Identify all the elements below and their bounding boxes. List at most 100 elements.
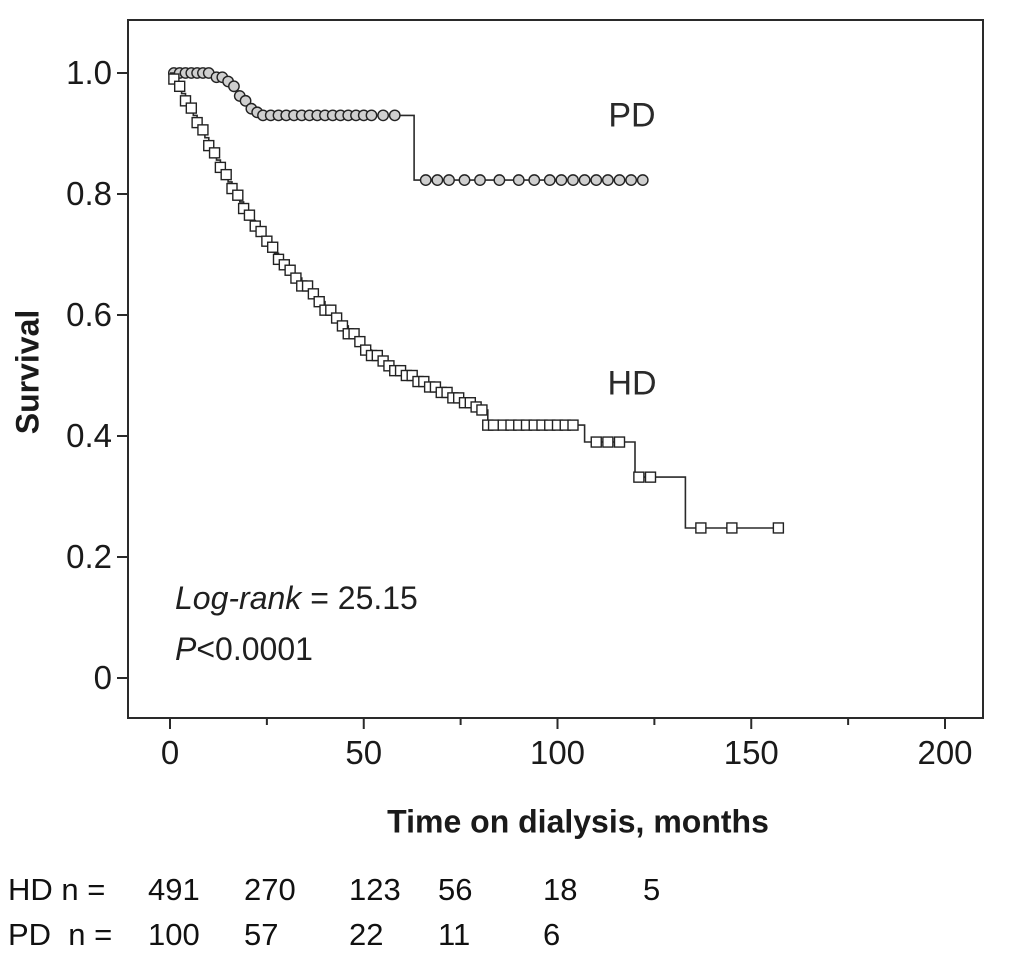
censor-mark-square-hd — [179, 95, 192, 107]
risk-row-label-pd: PD n = — [8, 917, 113, 952]
censor-mark-square-hd — [185, 102, 198, 114]
censor-mark-circle-pd — [443, 174, 455, 186]
risk-count: 100 — [148, 917, 200, 952]
x-tick-label: 150 — [724, 734, 779, 771]
censor-mark-square-hd — [307, 288, 320, 300]
censor-mark-square-hd — [325, 304, 337, 316]
survival-chart: 0 50 100 150 200 0 0.2 0.4 0.6 0.8 1.0 — [66, 19, 984, 771]
risk-count: 56 — [438, 872, 473, 907]
censor-mark-square-hd — [255, 225, 267, 238]
censor-mark-square-hd — [226, 182, 238, 195]
risk-count: 270 — [244, 872, 296, 907]
censor-mark-square-hd — [203, 139, 215, 152]
censor-mark-circle-pd — [388, 109, 401, 122]
censor-mark-square-hd — [695, 522, 707, 534]
censor-mark-square-hd — [772, 522, 785, 534]
risk-count: 6 — [543, 917, 561, 952]
pvalue-annotation: P<0.0001 — [175, 631, 313, 668]
x-tick-label: 100 — [530, 734, 585, 771]
censor-mark-circle-pd — [590, 174, 603, 186]
censor-mark-square-hd — [602, 436, 614, 448]
x-tick-label: 0 — [161, 734, 179, 771]
censor-mark-square-hd — [191, 116, 203, 129]
y-axis-label: Survival — [9, 309, 46, 435]
logrank-annotation-italic: Log-rank — [175, 580, 302, 616]
y-tick-label: 0.6 — [66, 296, 112, 333]
x-tick-label: 200 — [917, 734, 972, 771]
y-tick-label: 0.4 — [66, 417, 112, 454]
censor-mark-square-hd — [237, 202, 250, 215]
censor-mark-square-hd — [284, 264, 296, 276]
plot-frame — [127, 19, 984, 719]
risk-row-label-hd: HD n = — [8, 872, 106, 907]
censor-mark-circle-pd — [458, 174, 471, 186]
censor-mark-square-hd — [214, 161, 227, 174]
censor-mark-square-hd — [290, 272, 302, 284]
censor-mark-square-hd — [348, 328, 360, 340]
censor-mark-square-hd — [590, 436, 602, 448]
censor-mark-circle-pd — [613, 174, 626, 186]
risk-count: 491 — [148, 872, 200, 907]
risk-count: 11 — [438, 917, 471, 952]
censor-mark-circle-pd — [512, 174, 525, 186]
censor-mark-square-hd — [208, 147, 221, 159]
y-tick-label: 0 — [94, 659, 112, 696]
risk-count: 5 — [643, 872, 661, 907]
risk-table-row-hd: HD n = 491 270 123 56 18 5 — [0, 872, 1011, 912]
censor-mark-circle-pd — [239, 94, 252, 107]
logrank-annotation-value: = 25.15 — [301, 580, 418, 616]
censor-mark-square-hd — [313, 295, 325, 308]
censor-mark-circle-pd — [431, 174, 444, 186]
series-label-hd: HD — [607, 364, 657, 403]
censor-mark-square-hd — [266, 241, 279, 253]
censor-mark-square-hd — [173, 80, 186, 93]
censor-mark-square-hd — [354, 335, 366, 348]
censor-mark-square-hd — [406, 369, 418, 382]
km-curve-pd — [170, 72, 643, 181]
censor-mark-square-hd — [613, 436, 626, 448]
censor-mark-square-hd — [726, 522, 738, 534]
censor-mark-square-hd — [261, 235, 273, 247]
y-tick-label: 1.0 — [66, 54, 112, 91]
censor-mark-circle-pd — [625, 174, 638, 186]
pvalue-annotation-value: <0.0001 — [196, 631, 313, 667]
y-tick-label: 0.8 — [66, 175, 112, 212]
censor-mark-square-hd — [567, 419, 579, 431]
censor-mark-square-hd — [633, 471, 645, 483]
censor-mark-circle-pd — [419, 174, 432, 186]
x-axis-label: Time on dialysis, months — [387, 803, 769, 840]
censor-mark-circle-pd — [377, 109, 390, 122]
censor-mark-square-hd — [476, 404, 488, 416]
censor-mark-circle-pd — [493, 174, 506, 186]
censor-mark-square-hd — [336, 320, 349, 332]
censor-mark-square-hd — [197, 124, 209, 136]
censor-mark-circle-pd — [601, 174, 614, 186]
censor-mark-circle-pd — [228, 80, 240, 93]
censor-mark-circle-pd — [578, 174, 591, 186]
censor-mark-square-hd — [487, 419, 500, 431]
censor-mark-square-hd — [301, 280, 314, 292]
censor-mark-square-hd — [330, 312, 343, 324]
censor-mark-circle-pd — [555, 174, 568, 186]
y-tick-label: 0.2 — [66, 538, 112, 575]
censor-mark-circle-pd — [567, 174, 579, 186]
censor-mark-circle-pd — [636, 174, 649, 186]
risk-table-row-pd: PD n = 100 57 22 11 6 — [0, 917, 1011, 957]
censor-mark-circle-pd — [528, 174, 541, 186]
censor-mark-circle-pd — [365, 109, 378, 122]
censor-mark-square-hd — [168, 73, 180, 85]
series-label-pd: PD — [608, 96, 656, 135]
km-curve-hd — [170, 72, 779, 529]
risk-count: 57 — [244, 917, 279, 952]
censor-mark-square-hd — [232, 189, 244, 201]
risk-count: 123 — [349, 872, 401, 907]
risk-count: 22 — [349, 917, 384, 952]
censor-mark-square-hd — [243, 209, 256, 221]
x-tick-label: 50 — [345, 734, 382, 771]
logrank-annotation: Log-rank = 25.15 — [175, 580, 418, 617]
pvalue-annotation-italic: P — [175, 631, 197, 667]
risk-count: 18 — [543, 872, 578, 907]
censor-mark-circle-pd — [474, 174, 486, 186]
censor-mark-square-hd — [220, 168, 232, 181]
